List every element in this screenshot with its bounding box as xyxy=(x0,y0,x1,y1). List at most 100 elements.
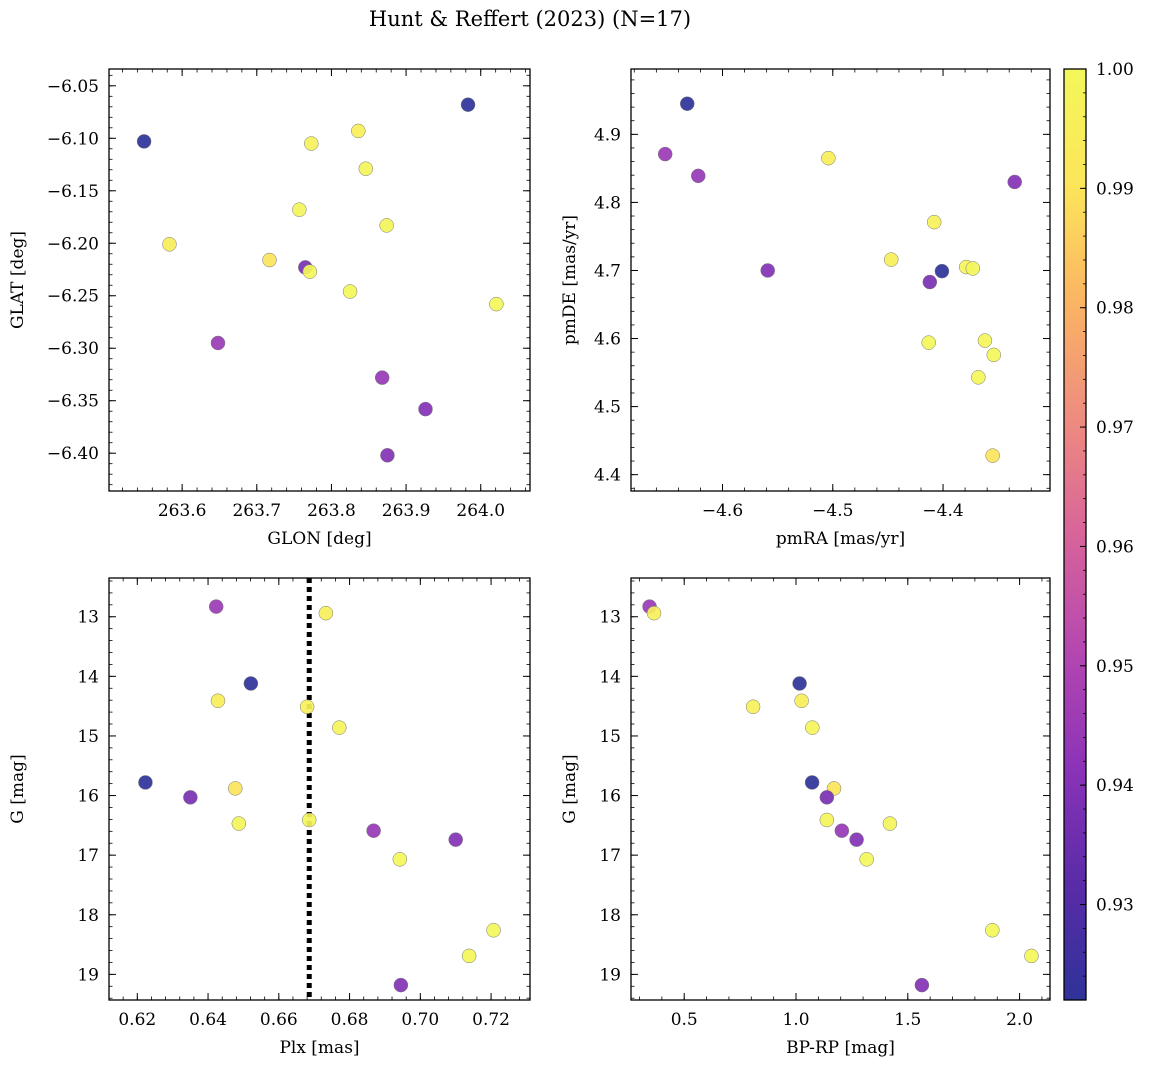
x-tick-label: 263.8 xyxy=(307,501,356,521)
panel-pmra_pmde: −4.6 −4.5 −4.4 4.4 4.5 4.6 4.7 4.8 4.9 pmRA [mas/… xyxy=(560,68,1051,549)
data-point xyxy=(859,852,874,867)
x-tick-label: 0.66 xyxy=(260,1010,298,1030)
y-tick-label: 4.4 xyxy=(594,466,621,486)
data-point xyxy=(392,852,408,867)
data-point xyxy=(138,775,153,790)
data-point xyxy=(821,150,836,166)
colorbar-tick-label: 0.98 xyxy=(1096,299,1134,319)
panel-bprp_g: 0.5 1.0 1.5 2.0 13 14 15 16 17 18 19 BP-RP [mag] G [… xyxy=(560,577,1051,1058)
y-tick-label: −6.25 xyxy=(47,287,99,307)
data-point xyxy=(183,790,198,805)
y-tick-label: 18 xyxy=(599,906,621,926)
y-tick-label: 15 xyxy=(77,727,99,747)
y-tick-label: −6.15 xyxy=(47,182,99,202)
data-point xyxy=(646,605,662,621)
plot-frame xyxy=(630,68,1051,492)
colorbar-bar xyxy=(1063,68,1087,1001)
y-tick-label: 4.8 xyxy=(594,193,621,213)
x-tick-label: 0.5 xyxy=(671,1010,698,1030)
colorbar-tick-label: 0.93 xyxy=(1096,896,1134,916)
colorbar-tick-label: 0.94 xyxy=(1096,776,1134,796)
data-point xyxy=(883,252,899,267)
data-point xyxy=(208,599,224,614)
data-point xyxy=(1024,948,1039,964)
x-axis-label: BP-RP [mag] xyxy=(786,1038,895,1058)
data-point xyxy=(301,812,317,828)
data-point xyxy=(657,146,673,162)
colorbar: 0.93 0.94 0.95 0.96 0.97 0.98 0.99 1.00 xyxy=(1063,60,1134,1001)
x-tick-label: 264.0 xyxy=(456,501,505,521)
y-tick-label: 4.7 xyxy=(594,261,621,281)
data-point xyxy=(210,693,226,709)
x-tick-label: 0.64 xyxy=(189,1010,227,1030)
data-point xyxy=(351,123,366,139)
plot-frame xyxy=(108,577,531,1001)
data-point xyxy=(162,237,177,252)
y-tick-label: −6.20 xyxy=(47,234,99,254)
data-point xyxy=(934,263,950,279)
x-tick-label: 263.7 xyxy=(232,501,281,521)
y-tick-label: 17 xyxy=(77,846,99,866)
x-tick-label: −4.4 xyxy=(922,501,963,521)
panel-glon_glat: 263.6 263.7 263.8 263.9 264.0 −6.05 −6.10 −6.15… xyxy=(8,68,531,549)
data-point xyxy=(489,296,504,312)
data-point xyxy=(849,832,864,847)
data-point xyxy=(461,948,477,964)
colorbar-tick-label: 0.96 xyxy=(1096,537,1134,557)
x-axis-label: GLON [deg] xyxy=(267,529,371,549)
data-point xyxy=(819,790,835,805)
colorbar-tick-label: 1.00 xyxy=(1096,60,1134,80)
data-point xyxy=(210,335,226,351)
data-point xyxy=(486,923,501,938)
y-tick-label: −6.10 xyxy=(47,129,99,149)
y-tick-label: 14 xyxy=(77,667,99,687)
x-tick-label: 0.72 xyxy=(472,1010,510,1030)
data-point xyxy=(302,264,318,279)
data-point xyxy=(380,448,395,463)
y-tick-label: 19 xyxy=(599,965,621,985)
y-tick-label: 13 xyxy=(77,608,99,628)
data-point xyxy=(393,977,409,993)
x-tick-label: 0.62 xyxy=(118,1010,156,1030)
y-tick-label: 15 xyxy=(599,727,621,747)
data-point xyxy=(304,136,319,151)
data-point xyxy=(926,214,942,230)
y-tick-label: 4.5 xyxy=(594,398,621,418)
x-tick-label: 263.6 xyxy=(158,501,207,521)
data-point xyxy=(374,370,390,385)
data-point xyxy=(914,977,930,993)
y-tick-label: 19 xyxy=(77,965,99,985)
data-point xyxy=(318,605,334,621)
y-tick-label: −6.30 xyxy=(47,339,99,359)
y-tick-label: 13 xyxy=(599,608,621,628)
data-point xyxy=(228,781,243,796)
data-point xyxy=(834,823,850,838)
panels: 263.6 263.7 263.8 263.9 264.0 −6.05 −6.10 −6.15… xyxy=(8,68,1051,1058)
data-point xyxy=(922,274,938,290)
data-point xyxy=(819,812,835,828)
y-tick-label: 18 xyxy=(77,906,99,926)
x-tick-label: 0.68 xyxy=(331,1010,369,1030)
y-tick-label: 4.9 xyxy=(594,125,621,145)
x-tick-label: −4.5 xyxy=(812,501,853,521)
data-point xyxy=(792,676,807,691)
data-point xyxy=(977,333,993,348)
data-point xyxy=(418,401,433,417)
data-point xyxy=(448,832,463,847)
data-point xyxy=(366,823,381,838)
data-point xyxy=(379,218,394,233)
data-point xyxy=(1007,174,1022,190)
data-point xyxy=(299,699,315,714)
y-tick-label: 16 xyxy=(599,787,621,807)
y-axis-label: GLAT [deg] xyxy=(8,231,28,329)
data-point xyxy=(342,284,358,299)
data-point xyxy=(679,96,695,111)
y-tick-label: 17 xyxy=(599,846,621,866)
data-point xyxy=(965,261,981,276)
y-axis-label: pmDE [mas/yr] xyxy=(560,215,580,345)
y-tick-label: −6.05 xyxy=(47,77,99,97)
data-point xyxy=(691,168,706,184)
data-point xyxy=(332,720,347,735)
x-tick-label: 1.0 xyxy=(782,1010,809,1030)
